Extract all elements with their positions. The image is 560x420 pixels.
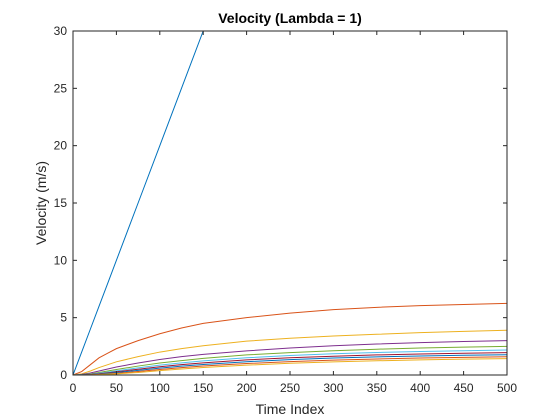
x-tick-label: 200	[237, 381, 257, 395]
y-tick-label: 15	[54, 196, 68, 210]
y-tick-label: 0	[60, 368, 67, 382]
x-tick-label: 350	[367, 381, 387, 395]
x-axis-label: Time Index	[256, 401, 325, 417]
plot-area: 0 50 100 150 200 250 300 350 400 450 500 0 5 10 15 20 25…	[54, 24, 518, 395]
y-tick-label: 25	[54, 81, 68, 95]
x-tick-label: 300	[323, 381, 343, 395]
x-tick-label: 450	[454, 381, 474, 395]
y-axis-label: Velocity (m/s)	[33, 161, 49, 245]
x-tick-label: 250	[280, 381, 300, 395]
series-line-2	[72, 302, 508, 376]
x-tick-label: 100	[150, 381, 170, 395]
series-line-4	[72, 340, 508, 376]
x-tick-label: 0	[70, 381, 77, 395]
y-tick-label: 10	[54, 253, 68, 267]
x-tick-label: 500	[497, 381, 517, 395]
y-tick-label: 5	[60, 311, 67, 325]
chart-title: Velocity (Lambda = 1)	[218, 10, 362, 26]
series-line-1	[72, 30, 507, 376]
series-line-3	[72, 329, 508, 376]
x-tick-label: 400	[410, 381, 430, 395]
y-tick-label: 20	[54, 139, 68, 153]
y-tick-label: 30	[54, 24, 68, 38]
x-tick-label: 50	[110, 381, 124, 395]
x-tick-label: 150	[193, 381, 213, 395]
series-line-5	[72, 345, 508, 376]
